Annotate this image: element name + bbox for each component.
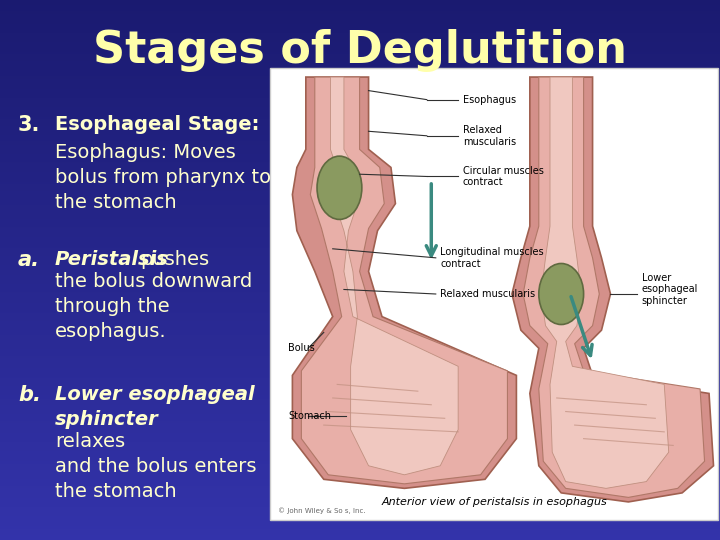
Text: 3.: 3. <box>18 115 40 135</box>
Text: Esophagus: Esophagus <box>463 94 516 105</box>
Text: b.: b. <box>18 385 41 405</box>
Text: Stomach: Stomach <box>288 411 331 421</box>
Ellipse shape <box>539 264 584 325</box>
Text: the bolus downward
through the
esophagus.: the bolus downward through the esophagus… <box>55 272 252 341</box>
Polygon shape <box>330 77 458 475</box>
Text: Longitudinal muscles
contract: Longitudinal muscles contract <box>440 247 544 268</box>
Text: Stages of Deglutition: Stages of Deglutition <box>93 29 627 71</box>
Polygon shape <box>302 77 508 484</box>
Bar <box>270 68 718 520</box>
Ellipse shape <box>317 156 362 219</box>
Text: relaxes
and the bolus enters
the stomach: relaxes and the bolus enters the stomach <box>55 432 256 501</box>
Text: Lower esophageal
sphincter: Lower esophageal sphincter <box>55 385 255 429</box>
Text: Esophagus: Moves
bolus from pharynx to
the stomach: Esophagus: Moves bolus from pharynx to t… <box>55 143 271 212</box>
Text: Relaxed muscularis: Relaxed muscularis <box>440 289 536 299</box>
Text: pushes: pushes <box>140 250 209 269</box>
Polygon shape <box>292 77 516 488</box>
Polygon shape <box>512 77 714 502</box>
Text: Bolus: Bolus <box>288 343 315 353</box>
Text: Peristalsis: Peristalsis <box>55 250 169 269</box>
Polygon shape <box>523 77 705 497</box>
Text: Relaxed
muscularis: Relaxed muscularis <box>463 125 516 146</box>
Text: © John Wiley & So s, Inc.: © John Wiley & So s, Inc. <box>278 507 366 514</box>
Text: Anterior view of peristalsis in esophagus: Anterior view of peristalsis in esophagu… <box>381 497 607 507</box>
Text: a.: a. <box>18 250 40 270</box>
Polygon shape <box>541 77 669 488</box>
Text: Circular muscles
contract: Circular muscles contract <box>463 166 544 187</box>
Text: Esophageal Stage:: Esophageal Stage: <box>55 115 259 134</box>
Text: Lower
esophageal
sphincter: Lower esophageal sphincter <box>642 273 698 306</box>
